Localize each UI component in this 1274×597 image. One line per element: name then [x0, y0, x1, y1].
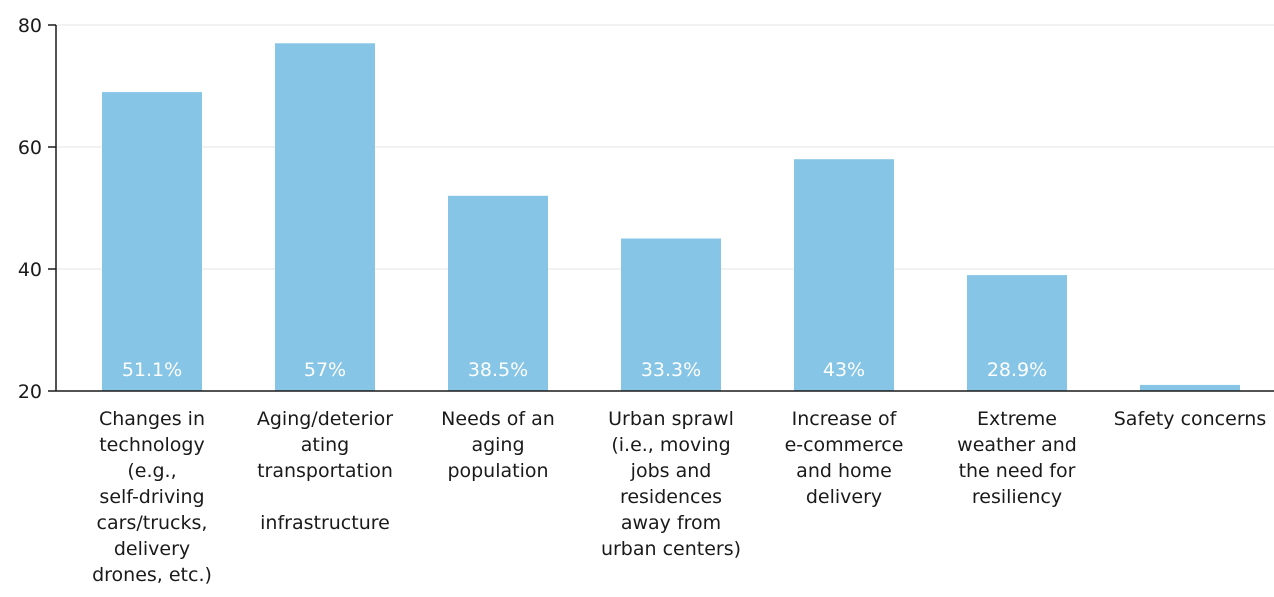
bar [102, 92, 202, 391]
y-tick-label: 60 [18, 137, 42, 159]
y-tick-label: 20 [18, 381, 42, 403]
bar-data-label: 33.3% [641, 359, 701, 381]
x-category-label: Extreme weather and the need for resilie… [957, 408, 1077, 508]
y-tick-label: 40 [18, 259, 42, 281]
bar-data-label: 43% [823, 359, 865, 381]
y-tick-label: 80 [18, 15, 42, 37]
bar [275, 43, 375, 392]
x-category-label: Needs of an aging population [441, 408, 555, 482]
bar [794, 159, 894, 391]
x-category-label: Increase of e-commerce and home delivery [784, 408, 904, 508]
bar-data-label: 28.9% [987, 359, 1047, 381]
x-category-label: Changes in technology (e.g., self-drivin… [92, 408, 212, 586]
x-category-label: Aging/deterior ating transportation infr… [256, 408, 394, 534]
bar-data-label: 38.5% [468, 359, 528, 381]
bar-data-label: 51.1% [122, 359, 182, 381]
bar [621, 238, 721, 391]
x-category-label: Urban sprawl (i.e., moving jobs and resi… [600, 408, 742, 560]
bar [967, 275, 1067, 391]
bar [448, 195, 548, 391]
x-category-label: Safety concerns [1113, 408, 1267, 430]
bar-data-label: 57% [304, 359, 346, 381]
bar [1140, 384, 1240, 391]
